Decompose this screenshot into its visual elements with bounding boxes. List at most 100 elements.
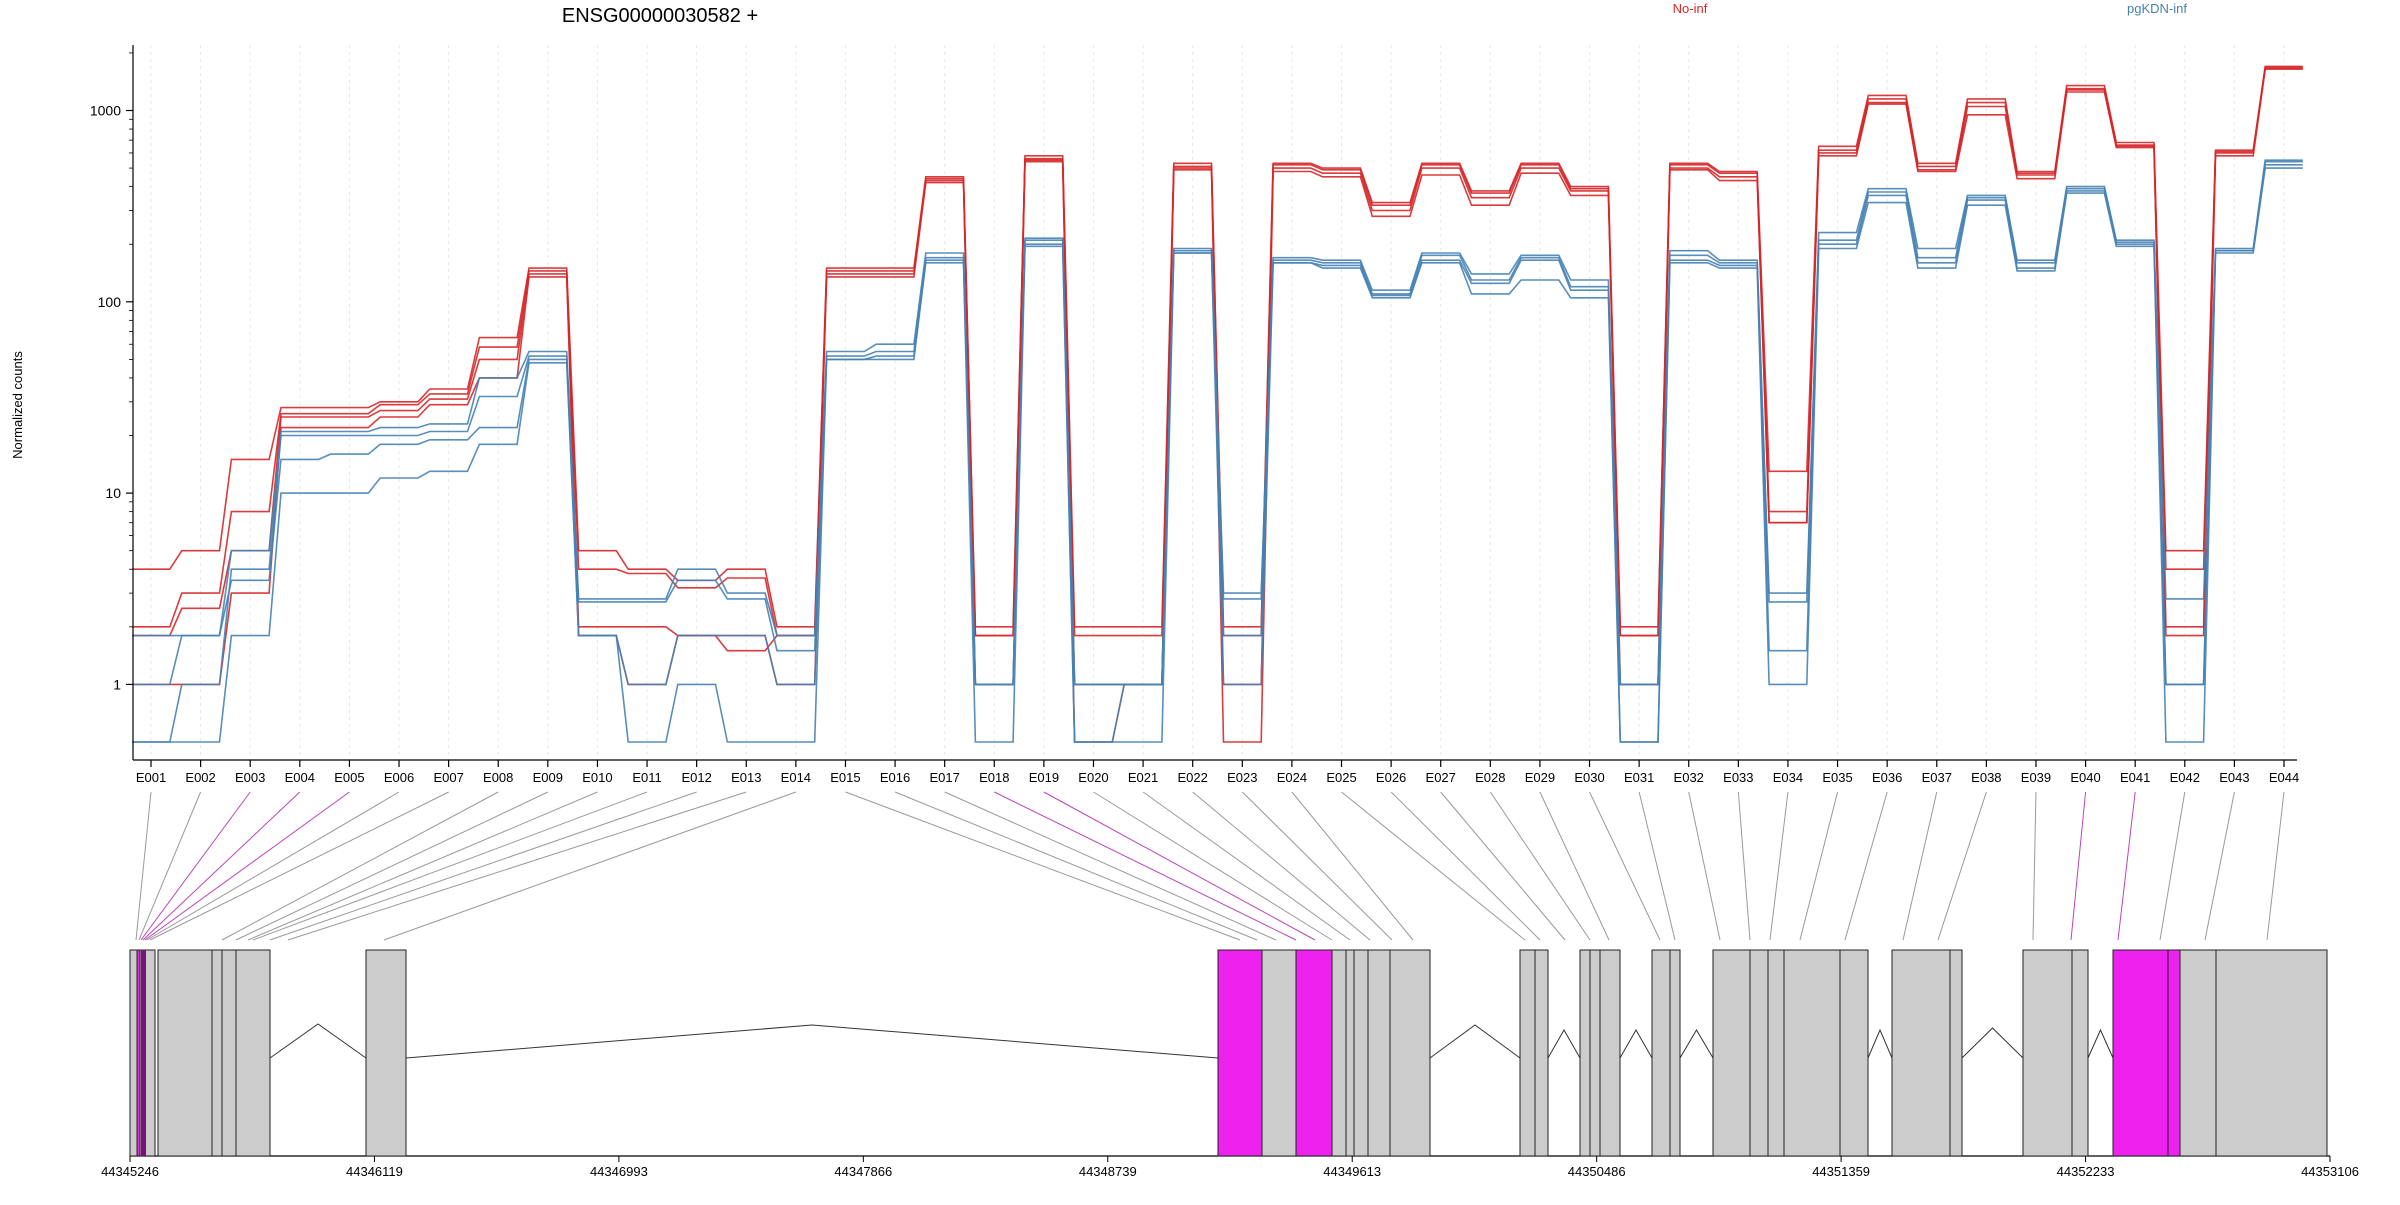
x-tick-label-e020: E020	[1078, 770, 1108, 785]
x-tick-label-e006: E006	[384, 770, 414, 785]
connector-e027	[1440, 791, 1566, 941]
x-tick-label-e032: E032	[1674, 770, 1704, 785]
x-tick-label-e011: E011	[632, 770, 661, 785]
exon-box	[365, 949, 407, 1157]
exon-box	[1579, 949, 1591, 1157]
connector-e018	[994, 791, 1297, 941]
connector-e011	[252, 791, 648, 941]
x-tick-label-e005: E005	[334, 770, 364, 785]
intron-line	[269, 1023, 367, 1059]
x-tick-label-e017: E017	[929, 770, 959, 785]
exon-box	[1534, 949, 1549, 1157]
coordinate-axis: 44345246 44346119 44346993 44347866 44348739…	[101, 1156, 2359, 1179]
y-tick-label: 10	[105, 485, 121, 501]
x-tick-label-e021: E021	[1128, 770, 1158, 785]
x-tick-label-e039: E039	[2021, 770, 2051, 785]
connector-e041	[2117, 791, 2136, 941]
exon-box	[1749, 949, 1769, 1157]
connector-e023	[1241, 791, 1393, 941]
series-line-no-inf-2	[132, 66, 2303, 637]
exon-box	[221, 949, 237, 1157]
x-tick-label-e019: E019	[1029, 770, 1059, 785]
intron-line	[1867, 1028, 1893, 1059]
x-tick-label-e027: E027	[1426, 770, 1456, 785]
legend-label-no-inf: No-inf	[1673, 1, 1708, 16]
x-tick-label-e001: E001	[136, 770, 166, 785]
series-line-no-inf-1	[132, 65, 2303, 628]
coord-tick-label: 44346119	[346, 1164, 403, 1179]
connector-e039	[2032, 791, 2037, 941]
exon-connectors	[135, 791, 2285, 941]
connector-e016	[894, 791, 1258, 941]
connector-e032	[1688, 791, 1721, 941]
connector-e028	[1489, 791, 1591, 941]
exon-box	[1669, 949, 1681, 1157]
x-tick-label-e028: E028	[1475, 770, 1505, 785]
intron-line	[405, 1024, 1219, 1059]
x-tick-label-e035: E035	[1822, 770, 1852, 785]
x-tick-label-e038: E038	[1971, 770, 2001, 785]
x-tick-label-e031: E031	[1624, 770, 1654, 785]
x-tick-label-e023: E023	[1227, 770, 1257, 785]
connector-e033	[1737, 791, 1751, 941]
y-tick-label: 1000	[90, 103, 121, 119]
exon-box	[144, 949, 156, 1157]
coord-tick-label: 44347866	[834, 1164, 892, 1179]
connector-e044	[2266, 791, 2285, 941]
coord-tick-label: 44353106	[2301, 1164, 2359, 1179]
intron-line	[2087, 1028, 2114, 1059]
x-axis: E001 E002 E003 E004 E005 E006 E007 E008 E009 E010…	[133, 759, 2299, 785]
x-tick-label-e003: E003	[235, 770, 265, 785]
y-axis: 1 10 100 1000	[90, 45, 134, 760]
x-tick-label-e022: E022	[1178, 770, 1208, 785]
exon-box	[1331, 949, 1347, 1157]
x-tick-label-e025: E025	[1326, 770, 1356, 785]
connector-e009	[235, 791, 549, 941]
connector-e043	[2204, 791, 2235, 941]
x-tick-label-e004: E004	[285, 770, 315, 785]
exon-box	[211, 949, 223, 1157]
x-tick-label-e007: E007	[433, 770, 463, 785]
exon-box	[1353, 949, 1369, 1157]
connector-e034	[1769, 791, 1789, 941]
x-tick-label-e036: E036	[1872, 770, 1902, 785]
exon-box	[235, 949, 271, 1157]
connector-e002	[138, 791, 202, 941]
coord-tick-label: 44348739	[1079, 1164, 1137, 1179]
x-tick-label-e009: E009	[533, 770, 563, 785]
x-tick-label-e012: E012	[681, 770, 711, 785]
connector-e019	[1043, 791, 1316, 941]
connector-e029	[1539, 791, 1610, 941]
gene-model	[129, 949, 2330, 1157]
intron-line	[1547, 1028, 1581, 1059]
highlighted-exon-box	[1217, 949, 1263, 1157]
intron-line	[1429, 1024, 1521, 1059]
exon-box	[2215, 949, 2328, 1157]
connector-e038	[1937, 791, 1987, 941]
coord-tick-label: 44350486	[1568, 1164, 1626, 1179]
connector-e007	[149, 791, 449, 941]
connector-e042	[2159, 791, 2186, 941]
connector-e021	[1142, 791, 1351, 941]
x-tick-label-e016: E016	[880, 770, 910, 785]
x-tick-label-e002: E002	[185, 770, 215, 785]
exon-box	[1767, 949, 1785, 1157]
connector-e036	[1844, 791, 1888, 941]
connector-e020	[1093, 791, 1333, 941]
x-tick-label-e010: E010	[582, 770, 612, 785]
connector-e012	[269, 791, 697, 941]
connector-e031	[1638, 791, 1676, 941]
exon-box	[157, 949, 213, 1157]
intron-line	[1619, 1028, 1653, 1059]
connector-e004	[142, 791, 301, 941]
x-tick-label-e033: E033	[1723, 770, 1753, 785]
x-tick-label-e034: E034	[1773, 770, 1803, 785]
exon-box	[2022, 949, 2073, 1157]
exon-box	[1367, 949, 1391, 1157]
intron-line	[1679, 1029, 1714, 1059]
highlighted-exon-box	[2112, 949, 2169, 1157]
highlighted-exon-box	[141, 950, 146, 1156]
connector-e003	[140, 791, 251, 941]
